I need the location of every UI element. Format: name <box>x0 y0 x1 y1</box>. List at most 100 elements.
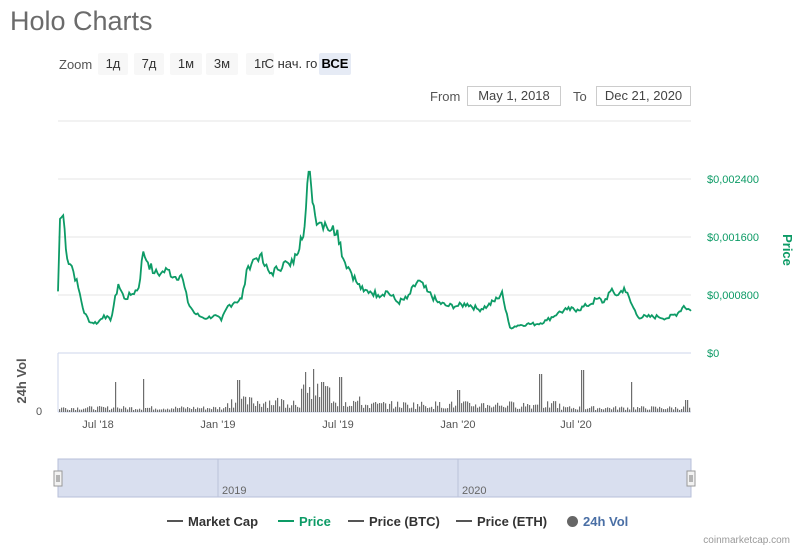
volume-bar <box>633 407 635 412</box>
legend-item-price-eth[interactable]: Price (ETH) <box>456 514 547 529</box>
volume-bar <box>95 409 97 412</box>
volume-bar <box>389 403 391 412</box>
volume-bar <box>307 392 309 412</box>
volume-bar <box>661 408 663 412</box>
volume-bar <box>635 409 637 412</box>
zoom-all-button[interactable]: ВСЕ <box>319 53 351 75</box>
volume-bar <box>99 406 101 412</box>
volume-axis-title: 24h Vol <box>14 358 29 403</box>
volume-bar <box>221 409 223 412</box>
volume-bar <box>193 406 195 412</box>
zoom-3m-button[interactable]: 3м <box>206 53 238 75</box>
volume-bar <box>671 407 673 412</box>
volume-bar <box>429 407 431 412</box>
volume-bar <box>587 408 589 412</box>
volume-bar <box>349 405 351 412</box>
volume-bar <box>113 407 115 412</box>
legend-item-price[interactable]: Price <box>278 514 331 529</box>
volume-bar <box>491 407 493 412</box>
volume-bar <box>219 407 221 412</box>
volume-bar <box>321 382 323 412</box>
volume-bar <box>75 409 77 412</box>
navigator-right-handle[interactable] <box>686 470 696 487</box>
volume-bar <box>599 407 601 412</box>
volume-bar <box>63 407 65 412</box>
volume-bar <box>485 407 487 412</box>
volume-bar <box>427 408 429 412</box>
y-tick-label: $0 <box>707 348 719 360</box>
volume-bar <box>545 407 547 412</box>
zoom-7d-button[interactable]: 7д <box>134 53 164 75</box>
volume-bar <box>191 408 193 412</box>
volume-bar <box>151 406 153 412</box>
zoom-ytd-button[interactable]: С нач. го <box>264 56 318 71</box>
volume-bar <box>667 408 669 412</box>
volume-bar <box>683 406 685 412</box>
volume-bar <box>431 406 433 412</box>
volume-bar <box>433 408 435 412</box>
volume-bar <box>343 405 345 412</box>
volume-bar <box>165 409 167 412</box>
y-tick-label: $0,000800 <box>707 290 759 302</box>
volume-bar <box>203 406 205 412</box>
volume-bar <box>461 403 463 412</box>
legend-item-24h-vol[interactable]: 24h Vol <box>567 514 628 529</box>
volume-bar <box>235 402 237 412</box>
volume-bar <box>111 408 113 412</box>
volume-bar <box>353 400 355 412</box>
volume-bar <box>283 400 285 412</box>
volume-bar <box>533 405 535 412</box>
volume-bar <box>607 407 609 412</box>
volume-bar <box>555 401 557 412</box>
volume-bar <box>365 404 367 412</box>
navigator-left-handle[interactable] <box>53 470 63 487</box>
to-date-input[interactable] <box>596 86 691 106</box>
volume-bar <box>199 408 201 412</box>
from-date-input[interactable] <box>467 86 561 106</box>
volume-bar <box>309 387 311 412</box>
volume-bar <box>249 397 251 412</box>
volume-bar <box>251 397 253 412</box>
volume-bar <box>507 405 509 412</box>
volume-bar <box>495 404 497 412</box>
legend-item-price-btc[interactable]: Price (BTC) <box>348 514 440 529</box>
volume-bar <box>217 409 219 412</box>
volume-bar <box>487 404 489 412</box>
volume-bar <box>657 408 659 412</box>
volume-bar <box>133 409 135 412</box>
volume-bar <box>551 403 553 412</box>
zoom-1y-button[interactable]: 1г <box>246 53 274 75</box>
volume-bars <box>59 369 691 412</box>
volume-bar <box>575 409 577 412</box>
volume-bar <box>201 408 203 412</box>
credit-link[interactable]: coinmarketcap.com <box>703 535 790 546</box>
volume-bar <box>331 403 333 412</box>
volume-bar <box>125 407 127 412</box>
y-tick-label: $0,002400 <box>707 174 759 186</box>
zoom-1d-button[interactable]: 1д <box>98 53 128 75</box>
price-series <box>57 170 692 330</box>
volume-bar <box>127 409 129 412</box>
volume-bar <box>303 384 305 412</box>
volume-bar <box>443 408 445 412</box>
navigator-range[interactable] <box>57 458 692 498</box>
volume-bar <box>325 386 327 412</box>
x-axis: Jul '18 Jan '19 Jul '19 Jan '20 Jul '20 <box>82 419 591 431</box>
price-chart[interactable]: $0 $0,000800 $0,001600 $0,002400 Price 2… <box>0 0 800 505</box>
volume-bar <box>511 401 513 412</box>
volume-bar <box>341 377 343 412</box>
volume-bar <box>585 409 587 412</box>
volume-bar <box>449 403 451 412</box>
volume-bar <box>71 408 73 412</box>
volume-bar <box>73 408 75 412</box>
zoom-1m-button[interactable]: 1м <box>170 53 202 75</box>
volume-bar <box>455 405 457 412</box>
volume-bar <box>149 407 151 412</box>
volume-bar <box>537 404 539 412</box>
legend-item-market-cap[interactable]: Market Cap <box>167 514 258 529</box>
volume-bar <box>147 407 149 412</box>
volume-bar <box>685 400 687 412</box>
volume-bar <box>577 409 579 412</box>
volume-bar <box>469 402 471 412</box>
volume-bar <box>527 404 529 412</box>
